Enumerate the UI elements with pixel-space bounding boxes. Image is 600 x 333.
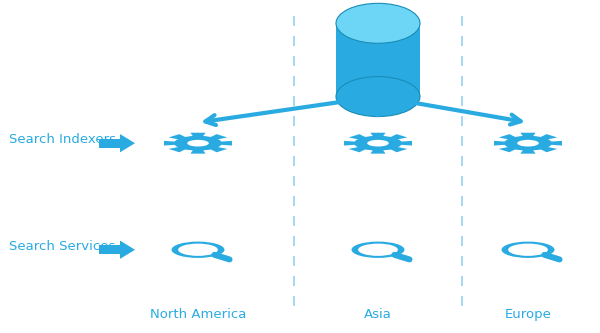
Polygon shape	[494, 133, 562, 154]
Ellipse shape	[172, 241, 224, 258]
Ellipse shape	[354, 136, 402, 151]
Polygon shape	[344, 133, 412, 154]
Ellipse shape	[508, 244, 548, 256]
Ellipse shape	[502, 241, 554, 258]
Text: Search Services: Search Services	[9, 240, 115, 253]
Ellipse shape	[352, 241, 404, 258]
Polygon shape	[120, 240, 135, 259]
Polygon shape	[99, 139, 120, 148]
Ellipse shape	[504, 136, 552, 151]
Text: Europe: Europe	[505, 308, 551, 321]
Polygon shape	[120, 134, 135, 153]
Text: North America: North America	[150, 308, 246, 321]
Ellipse shape	[178, 244, 218, 256]
Ellipse shape	[367, 140, 389, 147]
Ellipse shape	[517, 140, 539, 147]
Text: Search Indexers: Search Indexers	[9, 133, 116, 147]
Ellipse shape	[336, 3, 420, 43]
Ellipse shape	[358, 244, 398, 256]
Ellipse shape	[174, 136, 222, 151]
Text: Asia: Asia	[364, 308, 392, 321]
Polygon shape	[99, 245, 120, 254]
Ellipse shape	[336, 77, 420, 117]
FancyBboxPatch shape	[336, 23, 420, 97]
Ellipse shape	[187, 140, 209, 147]
Polygon shape	[164, 133, 232, 154]
